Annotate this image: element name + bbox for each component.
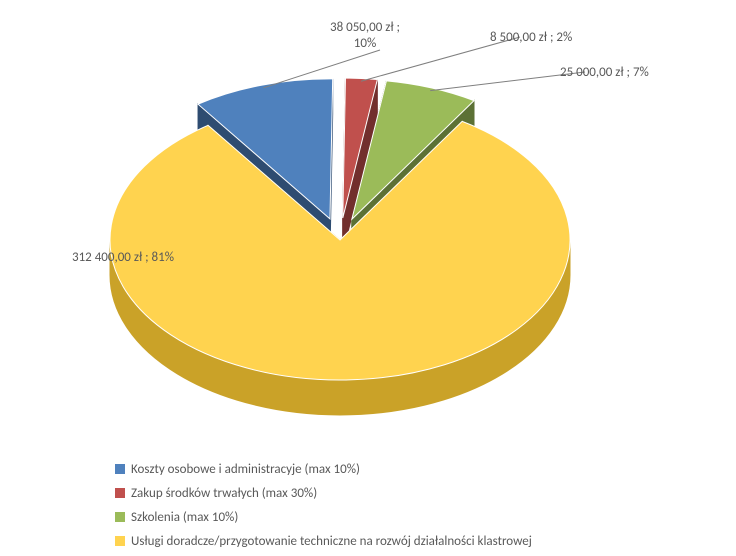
legend-label: Szkolenia (max 10%) [131, 510, 238, 525]
legend-item: Szkolenia (max 10%) [115, 508, 532, 526]
legend-item: Zakup środków trwałych (max 30%) [115, 484, 532, 502]
data-label-slice-1: 8 500,00 zł ; 2% [490, 30, 572, 46]
legend-swatch [115, 488, 125, 498]
legend-swatch [115, 464, 125, 474]
legend-swatch [115, 512, 125, 522]
legend-label: Zakup środków trwałych (max 30%) [131, 486, 317, 501]
chart-legend: Koszty osobowe i administracyje (max 10%… [115, 460, 532, 556]
legend-item: Usługi doradcze/przygotowanie techniczne… [115, 532, 532, 550]
data-label-slice-2: 25 000,00 zł ; 7% [560, 65, 649, 81]
data-label-slice-3: 312 400,00 zł ; 81% [72, 250, 174, 266]
legend-item: Koszty osobowe i administracyje (max 10%… [115, 460, 532, 478]
pie-chart-3d: 38 050,00 zł ;10% 8 500,00 zł ; 2% 25 00… [0, 0, 736, 460]
legend-label: Usługi doradcze/przygotowanie techniczne… [131, 534, 532, 549]
legend-swatch [115, 536, 125, 546]
data-label-slice-0: 38 050,00 zł ;10% [330, 20, 400, 53]
legend-label: Koszty osobowe i administracyje (max 10%… [131, 462, 360, 477]
